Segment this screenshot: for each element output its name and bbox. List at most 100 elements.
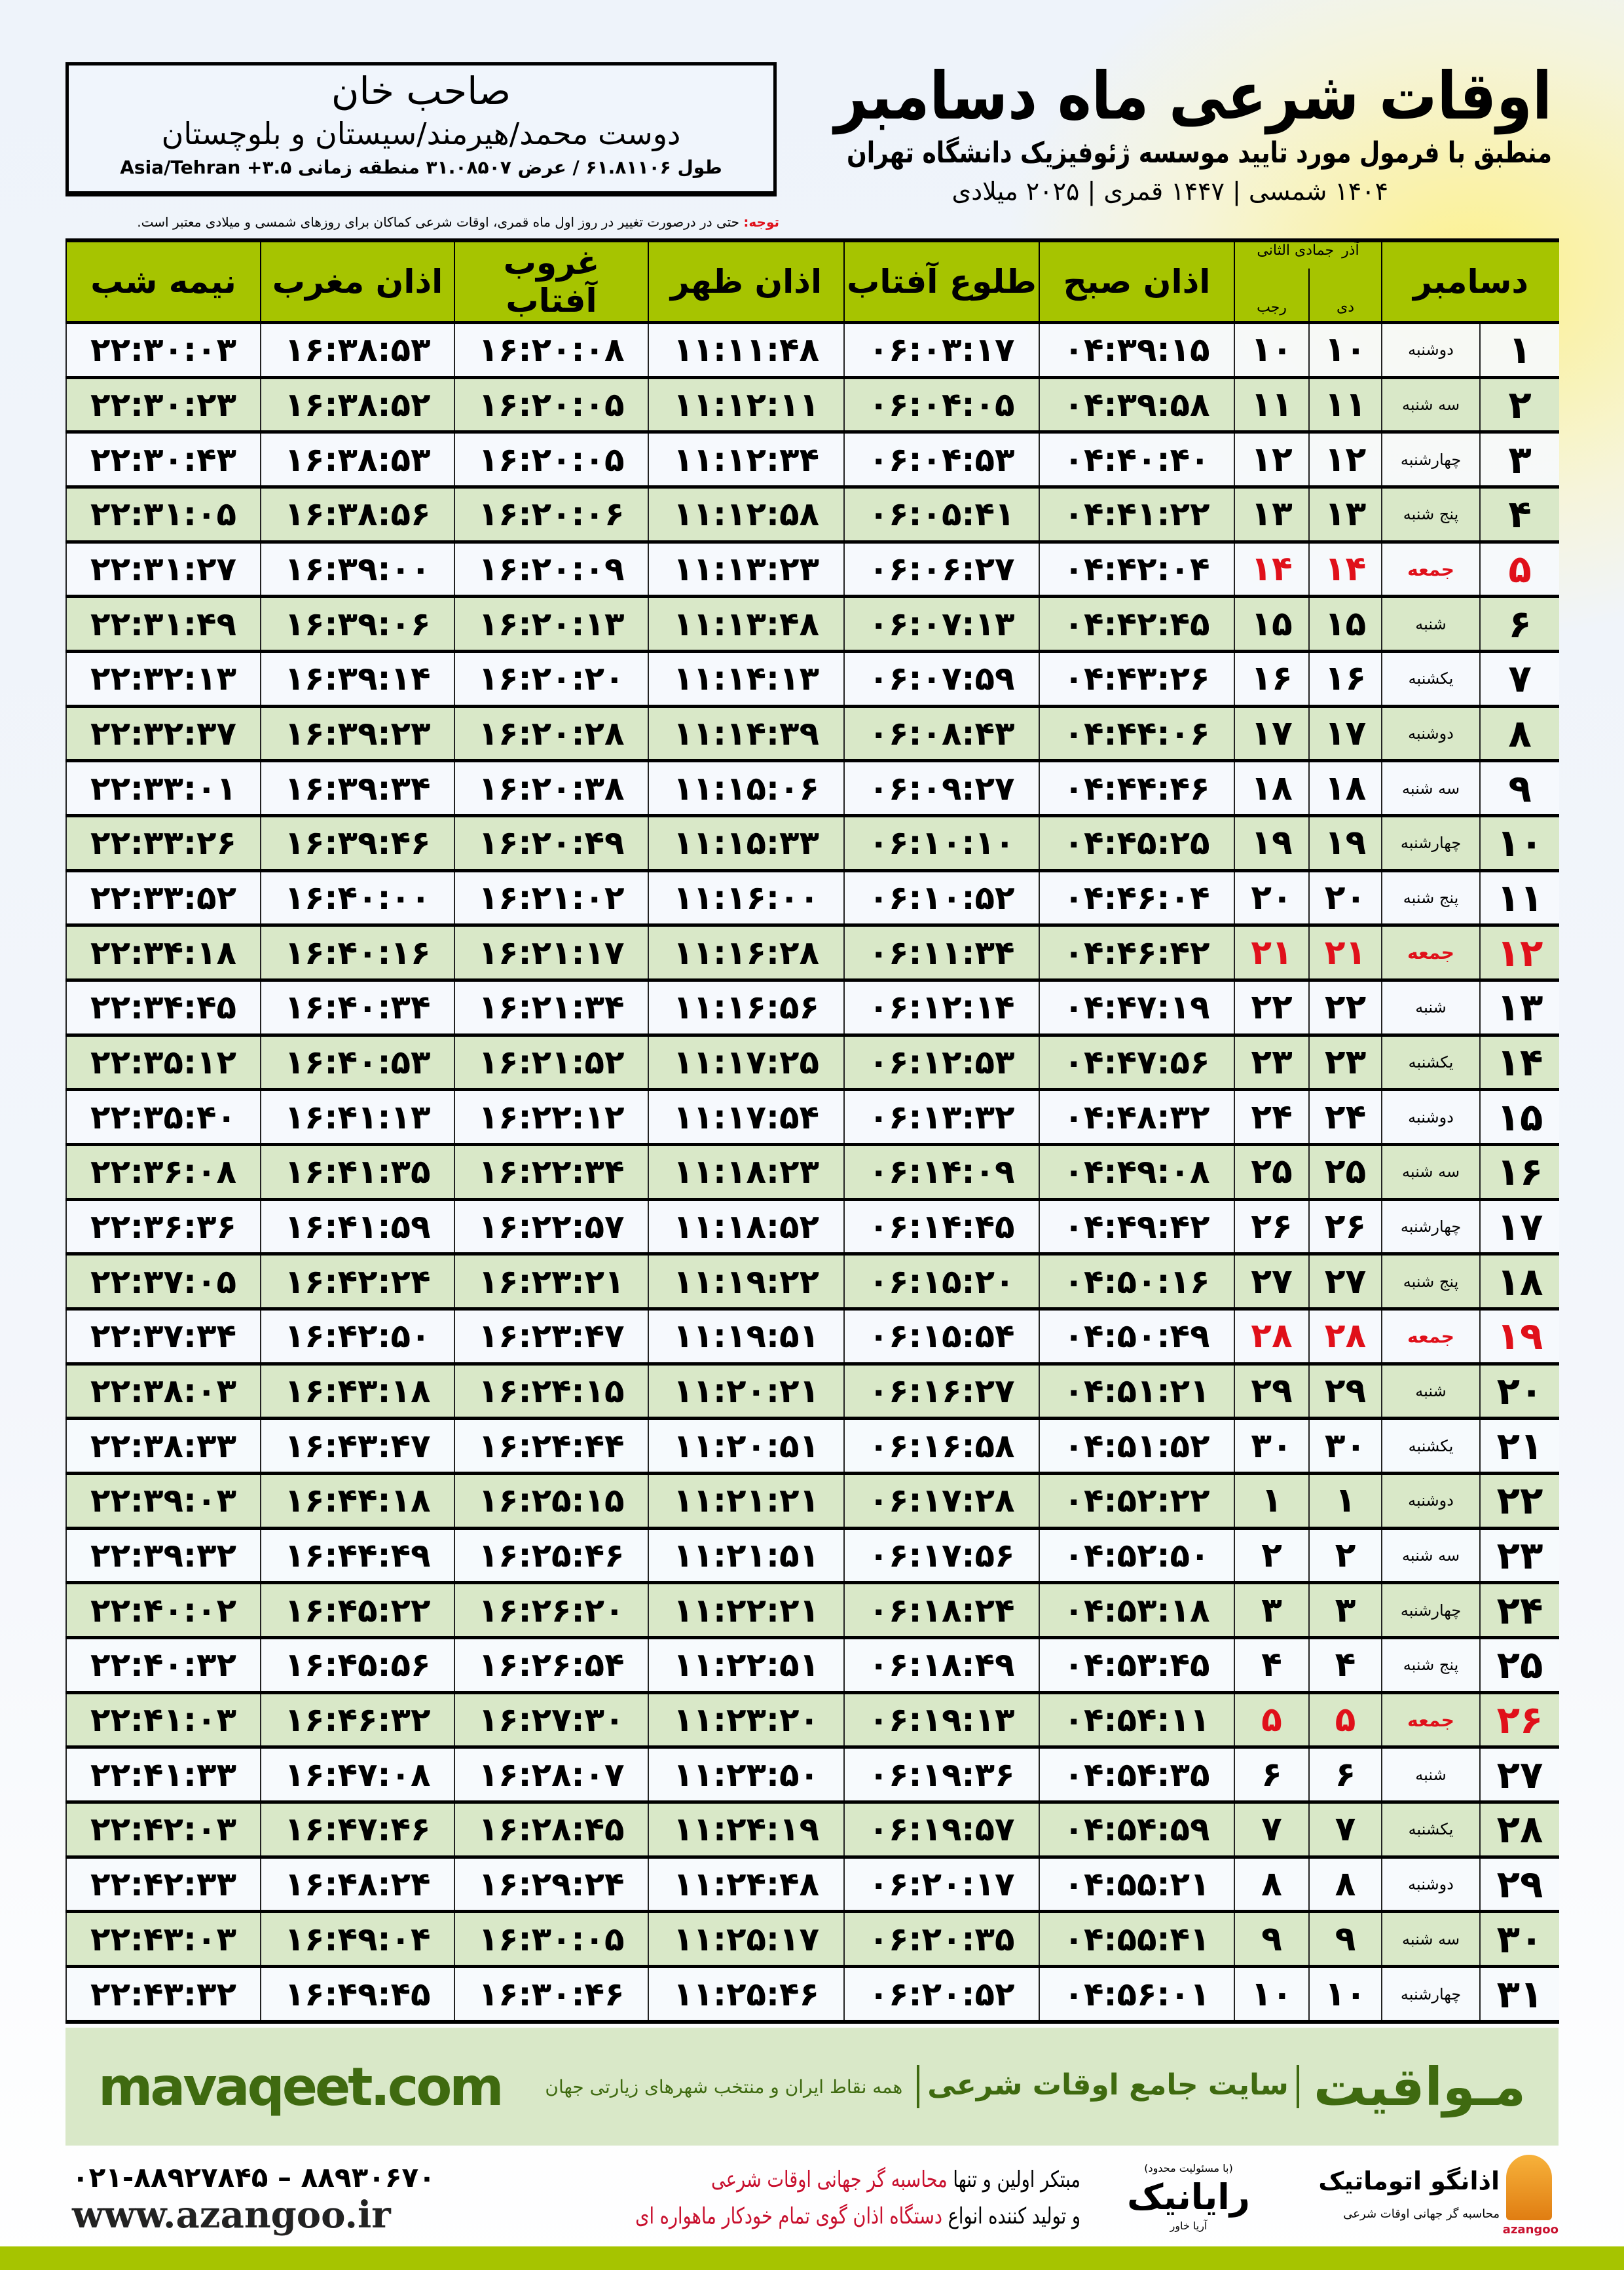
zohr-time: ۱۱:۱۶:۵۶ (648, 978, 844, 1035)
weekday: دوشنبه (1381, 1855, 1481, 1912)
hijri-date: ۱۸ (1233, 759, 1310, 816)
sobh-time: ۰۴:۴۹:۴۲ (1039, 1197, 1234, 1254)
tolu-time: ۰۶:۰۹:۲۷ (843, 759, 1039, 816)
hijri-date: ۲۳ (1233, 1033, 1310, 1090)
table-row: ۱۷ چهارشنبه ۲۶ ۲۶ ۰۴:۴۹:۴۲ ۰۶:۱۴:۴۵ ۱۱:۱۸:۵۲ ۱۶… (65, 1197, 1560, 1254)
zohr-time: ۱۱:۱۲:۵۸ (648, 485, 844, 542)
shamsi-date: ۲۸ (1308, 1307, 1382, 1364)
ghorub-time: ۱۶:۲۰:۴۹ (454, 814, 648, 871)
ghorub-time: ۱۶:۲۱:۱۷ (454, 923, 648, 980)
banner-subtext: همه نقاط ایران و منتخب شهرهای زیارتی جها… (545, 2075, 903, 2098)
nimeh-time: ۲۲:۳۰:۲۳ (65, 375, 261, 432)
header-shamsi-bottom: دی (1308, 269, 1382, 323)
hijri-date: ۱۹ (1233, 814, 1310, 871)
sobh-time: ۰۴:۴۴:۴۶ (1039, 759, 1234, 816)
ghorub-time: ۱۶:۲۰:۰۵ (454, 430, 648, 487)
maghrib-time: ۱۶:۴۰:۵۳ (260, 1033, 454, 1090)
ghorub-time: ۱۶:۲۲:۵۷ (454, 1197, 648, 1254)
hijri-date: ۱۳ (1233, 485, 1310, 542)
day-number: ۹ (1479, 759, 1560, 816)
ghorub-time: ۱۶:۲۰:۲۰ (454, 650, 648, 707)
maghrib-time: ۱۶:۴۴:۴۹ (260, 1526, 454, 1583)
rayanic-note: (با مسئولیت محدود) (1144, 2162, 1233, 2174)
ghorub-time: ۱۶:۲۰:۲۸ (454, 704, 648, 761)
nimeh-time: ۲۲:۴۰:۳۲ (65, 1636, 261, 1693)
table-row: ۲۰ شنبه ۲۹ ۲۹ ۰۴:۵۱:۲۱ ۰۶:۱۶:۲۷ ۱۱:۲۰:۲۱ ۱۶:۲۴:… (65, 1362, 1560, 1419)
tolu-time: ۰۶:۰۷:۱۳ (843, 595, 1039, 652)
day-number: ۱۶ (1479, 1143, 1560, 1200)
weekday: سه شنبه (1381, 1910, 1481, 1967)
nimeh-time: ۲۲:۴۲:۰۳ (65, 1800, 261, 1857)
rayanic-name: رایانیک (1127, 2176, 1250, 2218)
sobh-time: ۰۴:۴۵:۲۵ (1039, 814, 1234, 871)
maghrib-time: ۱۶:۴۱:۳۵ (260, 1143, 454, 1200)
zohr-time: ۱۱:۱۹:۲۲ (648, 1252, 844, 1309)
day-number: ۲۰ (1479, 1362, 1560, 1419)
azangoo-name: اذانگو اتوماتیک (1318, 2167, 1500, 2195)
note-label: توجه: (743, 214, 779, 230)
weekday: دوشنبه (1381, 704, 1481, 761)
table-header: دسامبر آذر جمادی الثانی اذان صبح طلوع آفت… (65, 238, 1560, 323)
hijri-date: ۲۵ (1233, 1143, 1310, 1200)
region-name: دوست محمد/هیرمند/سیستان و بلوچستان (161, 116, 681, 151)
maghrib-time: ۱۶:۳۸:۵۳ (260, 321, 454, 378)
tolu-time: ۰۶:۱۷:۲۸ (843, 1472, 1039, 1529)
day-number: ۴ (1479, 485, 1560, 542)
sobh-time: ۰۴:۵۲:۵۰ (1039, 1526, 1234, 1583)
zohr-time: ۱۱:۱۸:۲۳ (648, 1143, 844, 1200)
hijri-date: ۱۴ (1233, 540, 1310, 597)
hijri-date: ۱۰ (1233, 1965, 1310, 2024)
hijri-date: ۹ (1233, 1910, 1310, 1967)
tolu-time: ۰۶:۱۹:۳۶ (843, 1745, 1039, 1802)
tolu-time: ۰۶:۱۹:۵۷ (843, 1800, 1039, 1857)
sobh-time: ۰۴:۴۲:۰۴ (1039, 540, 1234, 597)
ghorub-time: ۱۶:۲۴:۴۴ (454, 1417, 648, 1474)
weekday: جمعه (1381, 923, 1481, 980)
promo-text: مبتکر اولین و تنها محاسبه گر جهانی اوقات… (509, 2161, 1080, 2235)
nimeh-time: ۲۲:۳۴:۴۵ (65, 978, 261, 1035)
ghorub-time: ۱۶:۳۰:۰۵ (454, 1910, 648, 1967)
sobh-time: ۰۴:۴۷:۱۹ (1039, 978, 1234, 1035)
maghrib-time: ۱۶:۴۰:۳۴ (260, 978, 454, 1035)
day-number: ۳ (1479, 430, 1560, 487)
maghrib-time: ۱۶:۴۵:۲۲ (260, 1581, 454, 1638)
azangoo-link[interactable]: www.azangoo.ir (72, 2193, 391, 2237)
day-number: ۱۹ (1479, 1307, 1560, 1364)
table-row: ۲۲ دوشنبه ۱ ۱ ۰۴:۵۲:۲۲ ۰۶:۱۷:۲۸ ۱۱:۲۱:۲۱ ۱۶:۲۵:… (65, 1472, 1560, 1529)
nimeh-time: ۲۲:۴۳:۰۳ (65, 1910, 261, 1967)
day-number: ۲ (1479, 375, 1560, 432)
shamsi-date: ۱۶ (1308, 650, 1382, 707)
sobh-time: ۰۴:۴۷:۵۶ (1039, 1033, 1234, 1090)
day-number: ۱۸ (1479, 1252, 1560, 1309)
hijri-date: ۸ (1233, 1855, 1310, 1912)
day-number: ۱۱ (1479, 868, 1560, 925)
shamsi-date: ۶ (1308, 1745, 1382, 1802)
nimeh-time: ۲۲:۳۳:۵۲ (65, 868, 261, 925)
day-number: ۱۲ (1479, 923, 1560, 980)
sobh-time: ۰۴:۳۹:۱۵ (1039, 321, 1234, 378)
location-box: صاحب خان دوست محمد/هیرمند/سیستان و بلوچس… (65, 62, 777, 196)
day-number: ۱۷ (1479, 1197, 1560, 1254)
tolu-time: ۰۶:۰۳:۱۷ (843, 321, 1039, 378)
header-nimeh: نیمه شب (65, 238, 261, 323)
weekday: شنبه (1381, 1745, 1481, 1802)
day-number: ۱۳ (1479, 978, 1560, 1035)
shamsi-date: ۲۳ (1308, 1033, 1382, 1090)
azangoo-tagline: محاسبه گر جهانی اوقات شرعی (1343, 2207, 1500, 2221)
hijri-date: ۱۷ (1233, 704, 1310, 761)
tolu-time: ۰۶:۱۷:۵۶ (843, 1526, 1039, 1583)
day-number: ۱۴ (1479, 1033, 1560, 1090)
sobh-time: ۰۴:۴۸:۳۲ (1039, 1088, 1234, 1145)
tolu-time: ۰۶:۰۴:۵۳ (843, 430, 1039, 487)
day-number: ۵ (1479, 540, 1560, 597)
ghorub-time: ۱۶:۲۵:۴۶ (454, 1526, 648, 1583)
mavaqeet-link[interactable]: mavaqeet.com (98, 2056, 504, 2117)
tolu-time: ۰۶:۱۵:۲۰ (843, 1252, 1039, 1309)
zohr-time: ۱۱:۲۰:۵۱ (648, 1417, 844, 1474)
maghrib-time: ۱۶:۴۰:۱۶ (260, 923, 454, 980)
nimeh-time: ۲۲:۳۸:۳۳ (65, 1417, 261, 1474)
nimeh-time: ۲۲:۴۰:۰۲ (65, 1581, 261, 1638)
hijri-date: ۲۱ (1233, 923, 1310, 980)
zohr-time: ۱۱:۱۵:۳۳ (648, 814, 844, 871)
page-title: اوقات شرعی ماه دسامبر (834, 58, 1552, 134)
